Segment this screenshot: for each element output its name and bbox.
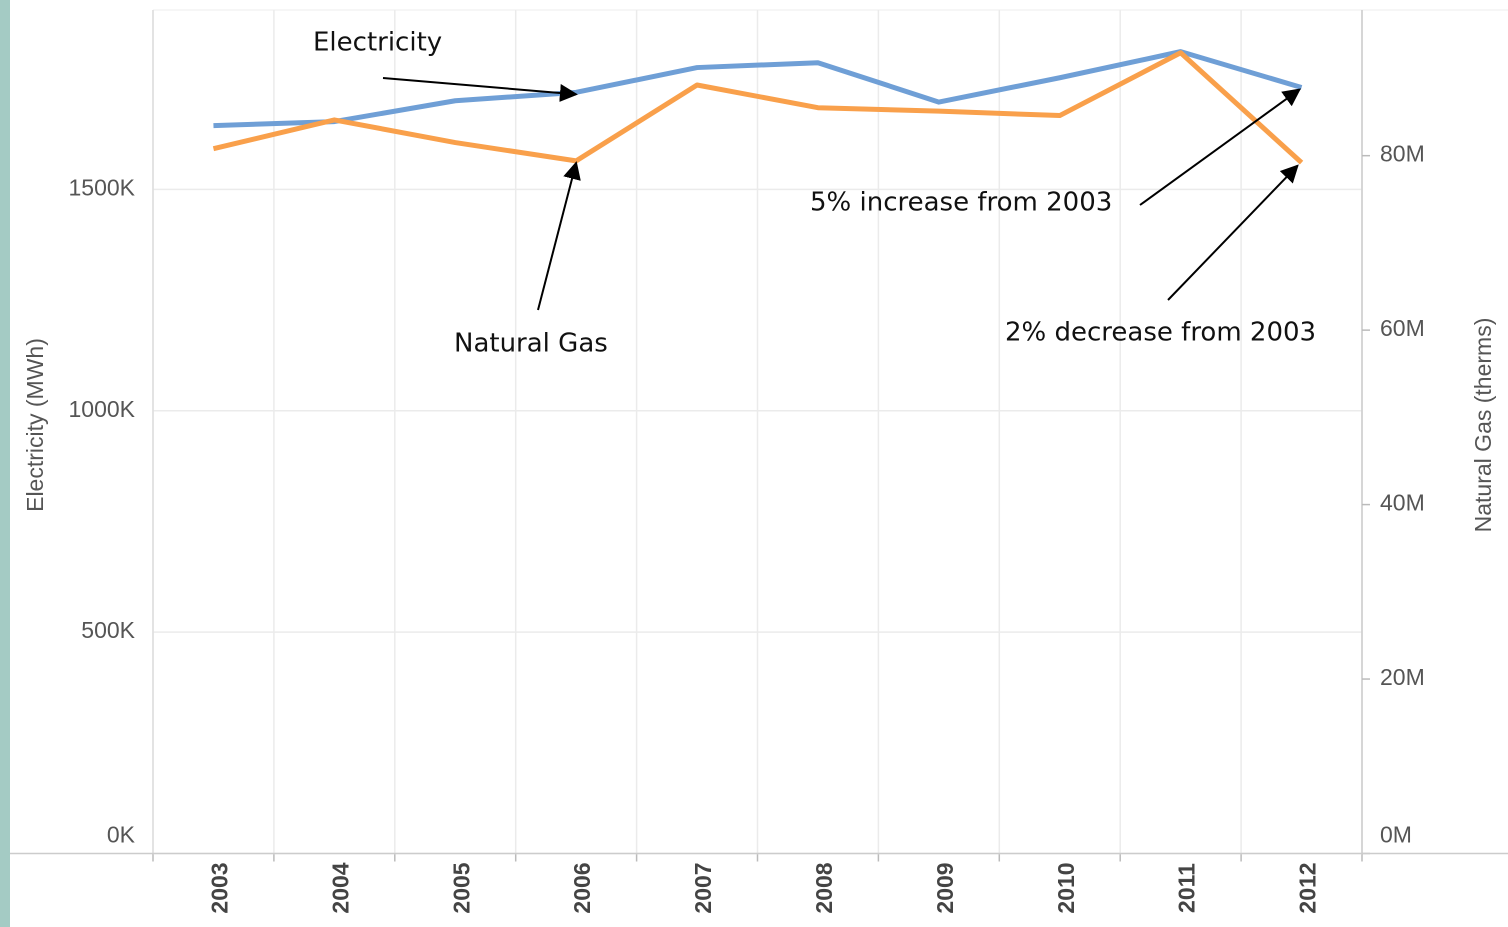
x-tick-label: 2008 (811, 862, 837, 913)
y2-tick-label: 60M (1380, 315, 1425, 341)
y-tick-label: 1500K (68, 174, 135, 200)
y2-tick-label: 20M (1380, 664, 1425, 690)
x-tick-label: 2007 (690, 862, 716, 913)
x-tick-label: 2003 (207, 862, 233, 913)
annotation-arrow (537, 161, 581, 311)
series-line (213, 49, 1303, 129)
side-strip (0, 0, 10, 927)
y-axis-label: Electricity (MWh) (22, 338, 48, 512)
legend-label: Electricity (313, 28, 442, 58)
annotation: 2% decrease from 2003 (1005, 318, 1316, 348)
series-line (212, 50, 1304, 165)
x-tick-label: 2009 (932, 862, 958, 913)
y-tick-label: 1000K (68, 396, 135, 422)
y-tick-label: 0K (107, 822, 136, 848)
x-tick-label: 2004 (327, 862, 353, 913)
x-tick-label: 2011 (1174, 863, 1200, 913)
annotation: 5% increase from 2003 (810, 188, 1112, 218)
annotation-arrow (382, 77, 578, 102)
y2-tick-label: 80M (1380, 141, 1425, 167)
annotation-arrow (1139, 88, 1302, 206)
y2-axis-label: Natural Gas (therms) (1470, 318, 1496, 533)
x-tick-label: 2006 (569, 862, 595, 913)
x-tick-label: 2012 (1295, 862, 1321, 913)
y2-tick-label: 40M (1380, 490, 1425, 516)
legend-label: Natural Gas (454, 329, 608, 359)
y-tick-label: 500K (81, 617, 135, 643)
y2-tick-label: 0M (1380, 822, 1412, 848)
x-tick-label: 2005 (448, 862, 474, 913)
annotation-arrow (1167, 164, 1299, 301)
x-tick-label: 2010 (1053, 862, 1079, 913)
